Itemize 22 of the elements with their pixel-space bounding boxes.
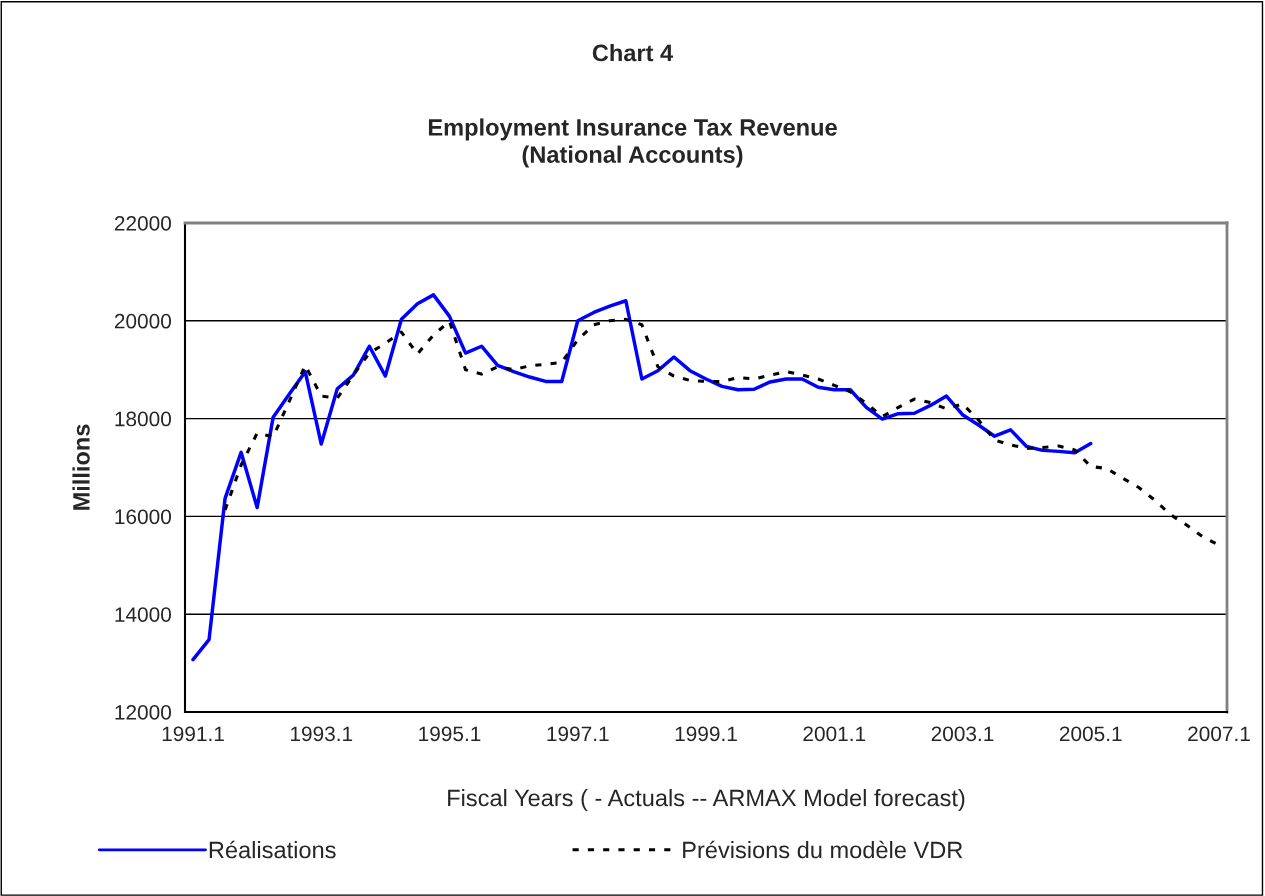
x-tick-label: 1999.1: [675, 726, 737, 742]
x-tick-label: 2003.1: [931, 726, 994, 742]
y-tick-label: 18000: [115, 411, 171, 427]
y-axis-title: Millions: [72, 424, 90, 510]
x-tick-label: 2001.1: [803, 726, 866, 742]
y-tick-label: 16000: [115, 509, 171, 525]
y-tick-label: 22000: [114, 216, 171, 231]
legend-label: Réalisations: [209, 840, 336, 859]
y-tick-label: 20000: [114, 313, 171, 329]
x-tick-label: 1993.1: [290, 726, 353, 742]
chart-subtitle: Employment Insurance Tax Revenue (National Accounts): [428, 118, 837, 168]
x-tick-label: 1995.1: [419, 726, 481, 742]
x-tick-label: 2005.1: [1059, 726, 1122, 742]
x-tick-label: 1991.1: [162, 726, 224, 742]
line-series: [191, 293, 1093, 662]
chart-title: Chart 4: [592, 44, 674, 62]
y-tick-label: 12000: [115, 705, 171, 720]
y-tick-label: 14000: [115, 607, 171, 622]
x-tick-label: 2007.1: [1188, 726, 1250, 742]
x-axis-title: Fiscal Years ( - Actuals -- ARMAX Model forecast): [448, 789, 965, 811]
x-tick-label: 1997.1: [547, 726, 609, 742]
legend-label: Prévisions du modèle VDR: [683, 840, 963, 859]
